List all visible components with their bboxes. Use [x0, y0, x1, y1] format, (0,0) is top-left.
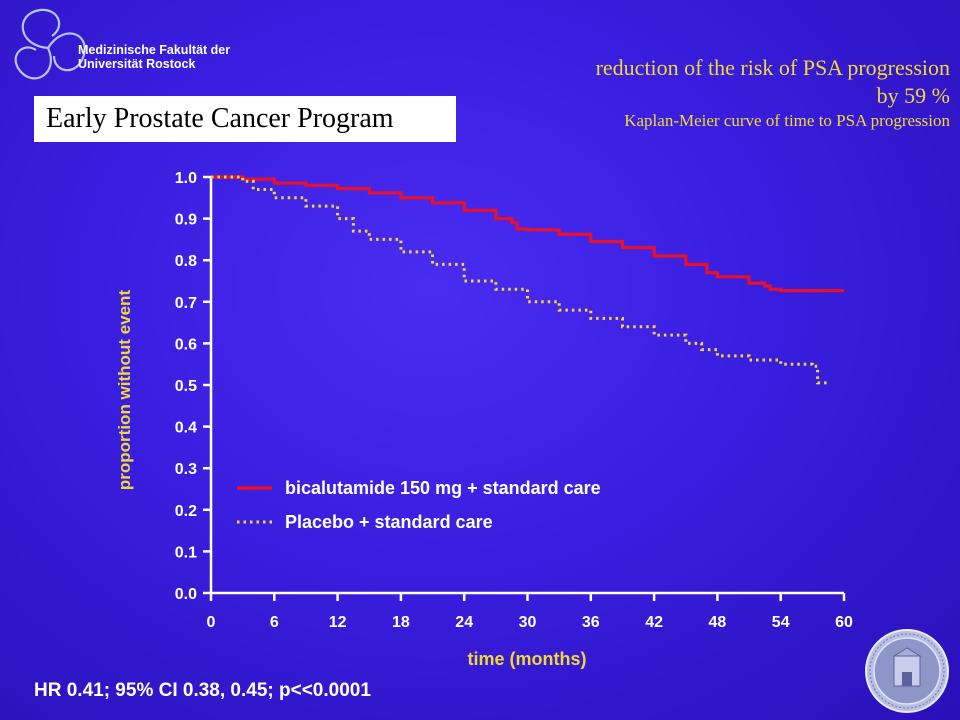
university-seal — [864, 628, 950, 714]
headline-line2: by 59 % — [876, 83, 950, 108]
y-tick-label: 0.2 — [175, 503, 197, 520]
faculty-logo — [8, 6, 228, 86]
y-tick-label: 0.0 — [175, 586, 197, 603]
y-tick-label: 0.4 — [175, 420, 197, 437]
program-label: Early Prostate Cancer Program — [34, 96, 456, 142]
faculty-name-line2: Universität Rostock — [78, 57, 196, 71]
headline-line1: reduction of the risk of PSA progression — [595, 55, 950, 80]
legend-label-1: Placebo + standard care — [285, 512, 493, 532]
legend: bicalutamide 150 mg + standard care Place… — [237, 478, 601, 532]
x-tick-label: 12 — [329, 614, 347, 631]
y-tick-label: 1.0 — [175, 170, 197, 187]
x-tick-label: 36 — [582, 614, 600, 631]
series-layer — [211, 175, 844, 385]
y-axis: 0.0 0.1 0.2 0.3 0.4 0.5 0.6 0.7 0.8 0.9 1.0 — [175, 170, 213, 603]
x-tick-label: 60 — [835, 614, 853, 631]
university-seal-icon — [865, 629, 949, 713]
y-tick-label: 0.1 — [175, 544, 197, 561]
y-tick-label: 0.8 — [175, 253, 197, 270]
legend-label-0: bicalutamide 150 mg + standard care — [285, 478, 601, 498]
x-tick-label: 6 — [270, 614, 279, 631]
x-tick-label: 0 — [207, 614, 216, 631]
series-line-0 — [211, 175, 844, 293]
y-tick-label: 0.6 — [175, 336, 197, 353]
x-tick-label: 30 — [519, 614, 537, 631]
y-tick-label: 0.3 — [175, 461, 197, 478]
y-tick-label: 0.5 — [175, 378, 197, 395]
x-tick-label: 42 — [645, 614, 663, 631]
x-tick-label: 18 — [392, 614, 410, 631]
x-tick-label: 54 — [772, 614, 790, 631]
y-tick-label: 0.9 — [175, 212, 197, 229]
y-tick-label: 0.7 — [175, 295, 197, 312]
series-line-1 — [211, 175, 830, 385]
headline: reduction of the risk of PSA progression… — [596, 54, 950, 132]
x-axis: 0 6 12 18 24 30 36 42 48 54 60 — [207, 591, 853, 631]
headline-line3: Kaplan-Meier curve of time to PSA progre… — [624, 111, 950, 130]
x-tick-label: 48 — [709, 614, 727, 631]
x-tick-label: 24 — [455, 614, 473, 631]
y-axis-label: proportion without event — [115, 290, 134, 491]
hazard-ratio-footer: HR 0.41; 95% CI 0.38, 0.45; p<<0.0001 — [34, 680, 371, 701]
x-axis-label: time (months) — [468, 649, 587, 669]
faculty-name-line1: Medizinische Fakultät der — [78, 43, 231, 57]
triskele-logo-icon — [14, 8, 86, 80]
faculty-name: Medizinische Fakultät der Universität Ro… — [78, 43, 230, 71]
